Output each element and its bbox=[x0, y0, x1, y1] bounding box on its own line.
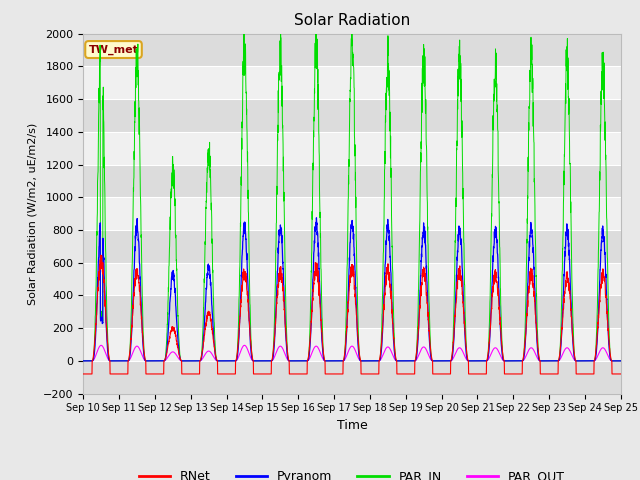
Legend: RNet, Pyranom, PAR_IN, PAR_OUT: RNet, Pyranom, PAR_IN, PAR_OUT bbox=[134, 465, 570, 480]
Bar bbox=[83, 328, 621, 361]
Bar bbox=[83, 197, 621, 230]
Bar bbox=[83, 66, 621, 99]
Bar bbox=[83, 34, 621, 66]
Bar bbox=[83, 99, 621, 132]
Bar bbox=[83, 230, 621, 263]
Y-axis label: Solar Radiation (W/m2, uE/m2/s): Solar Radiation (W/m2, uE/m2/s) bbox=[28, 122, 37, 305]
Text: TW_met: TW_met bbox=[88, 44, 138, 55]
Bar bbox=[83, 361, 621, 394]
X-axis label: Time: Time bbox=[337, 419, 367, 432]
Bar bbox=[83, 165, 621, 197]
Bar bbox=[83, 295, 621, 328]
Title: Solar Radiation: Solar Radiation bbox=[294, 13, 410, 28]
Bar bbox=[83, 132, 621, 165]
Bar bbox=[83, 263, 621, 295]
